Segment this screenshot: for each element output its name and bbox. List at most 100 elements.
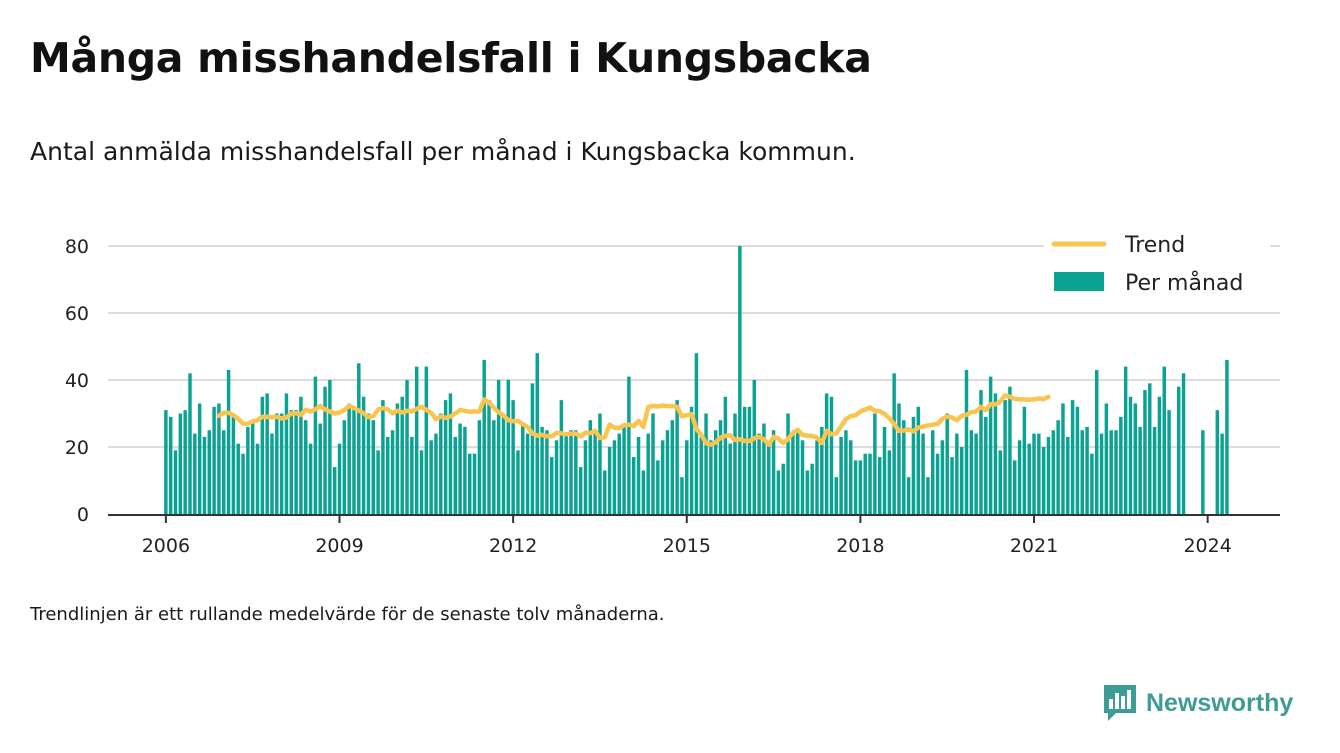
bar: [1119, 416, 1123, 514]
bar: [767, 443, 771, 514]
footnote: Trendlinjen är ett rullande medelvärde f…: [30, 604, 665, 625]
bar: [704, 413, 708, 514]
bar: [709, 440, 713, 514]
bar: [1109, 430, 1113, 514]
bar: [1056, 420, 1060, 514]
bar: [323, 386, 327, 514]
bar: [781, 463, 785, 514]
bar: [1075, 406, 1080, 514]
bar: [612, 440, 617, 514]
x-tick-label: 2015: [663, 535, 711, 557]
bar: [250, 420, 255, 514]
bar: [347, 403, 351, 514]
bar: [207, 430, 212, 514]
bar: [815, 440, 819, 514]
bar: [1128, 396, 1133, 514]
bar: [675, 400, 679, 514]
trend-series: [216, 393, 1051, 447]
bar: [501, 413, 506, 514]
bar: [545, 430, 549, 514]
bar: [241, 453, 245, 514]
bar: [168, 416, 173, 514]
bar: [265, 393, 269, 514]
bar: [588, 420, 593, 514]
bar: [680, 477, 684, 514]
bar: [352, 406, 356, 514]
bar: [284, 393, 289, 514]
bar: [482, 359, 486, 514]
bar: [516, 450, 520, 514]
bar: [583, 440, 588, 514]
bar: [863, 453, 867, 514]
bar: [525, 433, 530, 514]
bar: [496, 380, 501, 514]
bar: [757, 433, 761, 514]
bar: [458, 423, 462, 514]
bar: [689, 406, 694, 514]
bar: [521, 423, 525, 514]
bar: [1080, 430, 1084, 514]
bar: [984, 416, 988, 514]
bar: [598, 413, 602, 514]
bar: [193, 433, 197, 514]
bar: [1138, 426, 1142, 514]
bar: [448, 393, 453, 514]
bar: [742, 406, 747, 514]
bar: [1090, 453, 1094, 514]
bar: [839, 436, 843, 514]
bar: [1027, 443, 1031, 514]
bar: [1181, 373, 1186, 514]
bar: [603, 470, 607, 514]
bar: [549, 457, 554, 514]
trend-line: [216, 393, 1051, 447]
x-tick-label: 2018: [836, 535, 884, 557]
bar: [419, 450, 424, 514]
bar: [1061, 403, 1065, 514]
bar: [467, 453, 472, 514]
bar: [834, 477, 839, 514]
bar: [805, 470, 810, 514]
bar: [559, 400, 564, 514]
bar: [636, 436, 641, 514]
y-tick-label: 20: [65, 437, 89, 459]
bar: [270, 433, 274, 514]
bar: [1037, 433, 1041, 514]
bar: [299, 396, 303, 514]
bar: [902, 420, 906, 514]
bar: [434, 433, 438, 514]
bar: [733, 413, 737, 514]
bar: [916, 406, 921, 514]
bar: [1148, 383, 1152, 514]
bar: [699, 436, 703, 514]
bar: [217, 403, 221, 514]
bar: [202, 436, 207, 514]
x-tick-label: 2012: [489, 535, 537, 557]
bar: [897, 403, 901, 514]
bar: [998, 450, 1002, 514]
bar: [357, 363, 361, 514]
brand-logo[interactable]: Newsworthy: [1102, 683, 1293, 723]
y-tick-label: 60: [65, 303, 89, 325]
legend-bar-swatch: [1054, 272, 1104, 291]
bar: [728, 443, 732, 514]
bar: [738, 246, 742, 514]
bar: [390, 430, 395, 514]
bar: [236, 443, 240, 514]
bar: [1046, 436, 1051, 514]
bar: [665, 430, 670, 514]
bar: [328, 380, 332, 514]
bar: [222, 430, 226, 514]
bar: [617, 433, 621, 514]
bar: [540, 426, 544, 514]
bar: [246, 426, 250, 514]
bar: [627, 376, 631, 514]
bar: [824, 393, 829, 514]
bar: [1017, 440, 1022, 514]
bar: [308, 443, 313, 514]
bar: [304, 420, 308, 514]
bar: [164, 410, 168, 514]
bar: [656, 460, 660, 514]
bar: [660, 440, 665, 514]
bar: [1104, 403, 1109, 514]
bar: [945, 413, 949, 514]
